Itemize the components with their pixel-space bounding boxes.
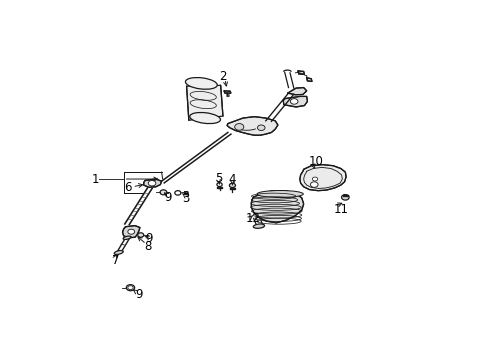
- Polygon shape: [230, 188, 234, 189]
- Text: 6: 6: [123, 181, 131, 194]
- Polygon shape: [226, 117, 277, 135]
- Text: 9: 9: [145, 232, 152, 245]
- Polygon shape: [343, 194, 347, 196]
- Circle shape: [127, 229, 134, 234]
- Polygon shape: [297, 71, 304, 74]
- Ellipse shape: [185, 77, 217, 89]
- Ellipse shape: [114, 251, 123, 255]
- Text: 9: 9: [135, 288, 142, 301]
- Ellipse shape: [257, 190, 303, 198]
- Circle shape: [312, 177, 317, 181]
- Circle shape: [310, 182, 317, 187]
- Polygon shape: [122, 226, 140, 238]
- Polygon shape: [186, 85, 223, 120]
- Polygon shape: [299, 165, 346, 191]
- Circle shape: [148, 180, 156, 186]
- Text: 9: 9: [164, 192, 171, 204]
- Circle shape: [234, 123, 244, 130]
- Ellipse shape: [189, 112, 220, 123]
- Text: 11: 11: [332, 203, 347, 216]
- Polygon shape: [306, 78, 311, 81]
- Text: 7: 7: [112, 254, 120, 267]
- Ellipse shape: [253, 224, 264, 228]
- Text: 2: 2: [219, 70, 226, 83]
- Circle shape: [175, 191, 181, 195]
- Polygon shape: [224, 91, 230, 93]
- Polygon shape: [287, 87, 306, 95]
- Circle shape: [217, 183, 222, 186]
- Text: 1: 1: [91, 172, 99, 185]
- Polygon shape: [143, 179, 161, 187]
- Polygon shape: [184, 192, 188, 194]
- Text: 8: 8: [144, 240, 152, 253]
- Circle shape: [160, 190, 166, 195]
- Circle shape: [229, 183, 235, 188]
- Circle shape: [127, 286, 133, 290]
- Circle shape: [126, 285, 134, 291]
- Circle shape: [257, 125, 264, 131]
- Circle shape: [290, 99, 297, 104]
- Circle shape: [341, 194, 348, 200]
- Circle shape: [138, 233, 143, 237]
- Ellipse shape: [123, 236, 131, 239]
- Polygon shape: [251, 191, 303, 223]
- Polygon shape: [283, 96, 307, 107]
- Polygon shape: [217, 186, 222, 188]
- Text: 5: 5: [214, 172, 222, 185]
- Text: 3: 3: [182, 192, 189, 205]
- Text: 12: 12: [245, 212, 261, 225]
- Text: 10: 10: [308, 156, 323, 168]
- Text: 4: 4: [228, 172, 236, 185]
